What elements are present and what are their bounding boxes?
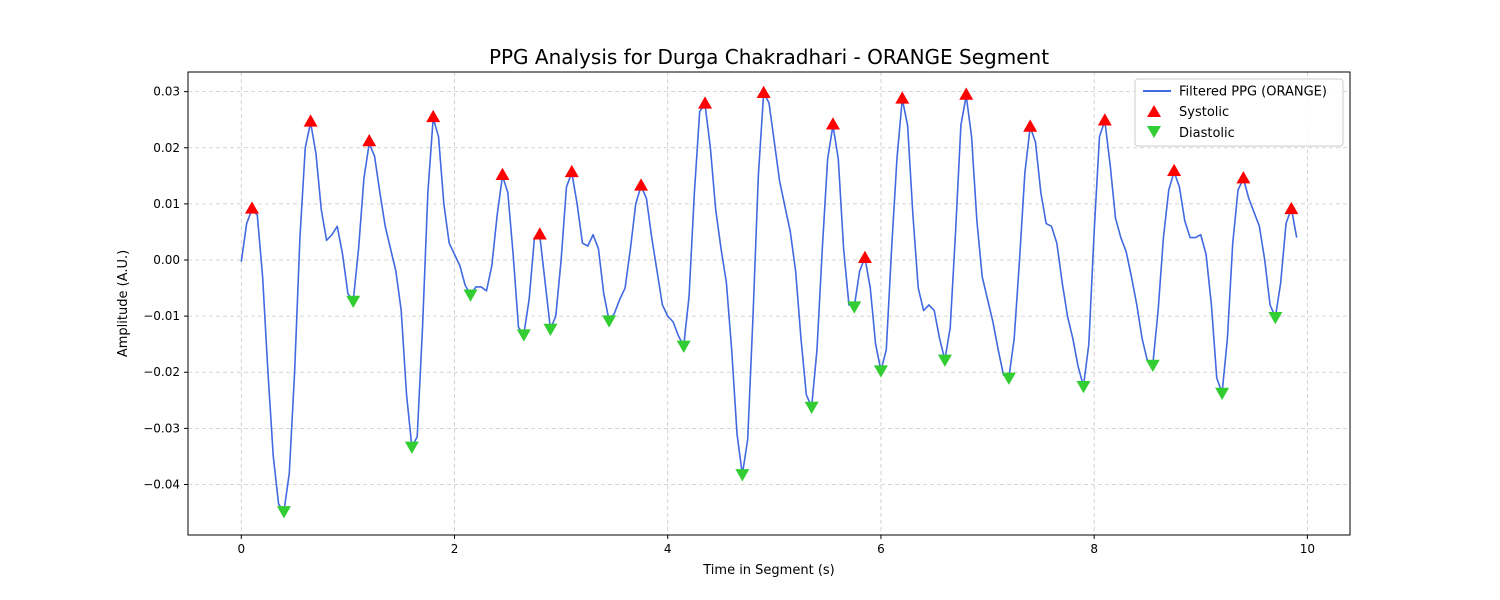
x-axis-ticks: 0 2 4 6 8 10 [237,535,1315,556]
y-axis-ticks: −0.04 −0.03 −0.02 −0.01 0.00 0.01 0.02 0.03 [143,85,188,491]
diastolic-marker [937,354,952,367]
diastolic-marker [735,469,750,482]
plot-area-frame [187,71,1351,536]
systolic-marker [426,109,441,123]
systolic-marker [1284,201,1299,215]
diastolic-marker [516,329,531,342]
systolic-marker [698,96,713,109]
diastolic-marker [463,289,478,302]
x-tick-label: 6 [877,542,885,556]
diastolic-marker [543,323,558,337]
y-tick-label: 0.00 [153,253,180,267]
y-tick-label: 0.02 [153,141,180,155]
y-tick-label: −0.02 [143,365,180,379]
systolic-marker [244,201,259,214]
grid-lines [188,72,1350,535]
systolic-marker [495,167,510,180]
systolic-marker [959,87,974,100]
diastolic-marker [676,340,691,353]
diastolic-marker [276,506,291,519]
legend-entry-systolic: Systolic [1179,105,1229,120]
x-tick-label: 0 [237,542,245,556]
legend-systolic-marker-icon [1147,105,1161,117]
systolic-marker [756,85,771,99]
peak-marker-layer [244,85,1299,519]
diastolic-marker [1215,387,1230,401]
systolic-marker [857,250,872,264]
signal-line-layer [240,91,1298,513]
diastolic-marker [1145,359,1160,372]
diastolic-marker [804,401,819,415]
y-tick-label: −0.01 [143,309,180,323]
systolic-marker [825,117,840,130]
x-tick-label: 2 [451,542,459,556]
diastolic-marker [873,365,888,378]
diastolic-marker [847,301,862,314]
systolic-marker [1167,163,1182,177]
systolic-marker [303,114,318,127]
legend-entry-filtered-ppg: Filtered PPG (ORANGE) [1179,85,1327,100]
diastolic-marker [346,295,361,308]
y-tick-label: −0.04 [143,477,180,491]
legend-entry-diastolic: Diastolic [1179,126,1235,141]
systolic-marker [1236,171,1251,184]
systolic-marker [1097,113,1112,126]
systolic-marker [362,134,377,147]
filtered-ppg-line [240,91,1298,513]
diastolic-marker [1076,381,1091,394]
legend: Filtered PPG (ORANGE) Systolic Diastolic [1134,78,1344,147]
diastolic-marker [1001,372,1016,385]
systolic-marker [1023,119,1038,132]
x-tick-label: 4 [664,542,672,556]
y-tick-label: 0.03 [153,85,180,99]
x-tick-label: 8 [1090,542,1098,556]
legend-diastolic-marker-icon [1147,126,1161,138]
x-axis-label: Time in Segment (s) [702,563,834,578]
systolic-marker [532,227,547,240]
legend-box [1134,78,1344,147]
y-tick-label: −0.03 [143,421,180,435]
diastolic-marker [602,315,617,328]
systolic-marker [634,178,649,191]
chart-title: PPG Analysis for Durga Chakradhari - ORA… [489,45,1049,69]
systolic-marker [895,91,910,104]
y-axis-label: Amplitude (A.U.) [116,250,131,357]
systolic-marker [564,164,579,178]
diastolic-marker [404,441,419,454]
diastolic-marker [1268,311,1283,325]
y-tick-label: 0.01 [153,197,180,211]
x-tick-label: 10 [1300,542,1315,556]
